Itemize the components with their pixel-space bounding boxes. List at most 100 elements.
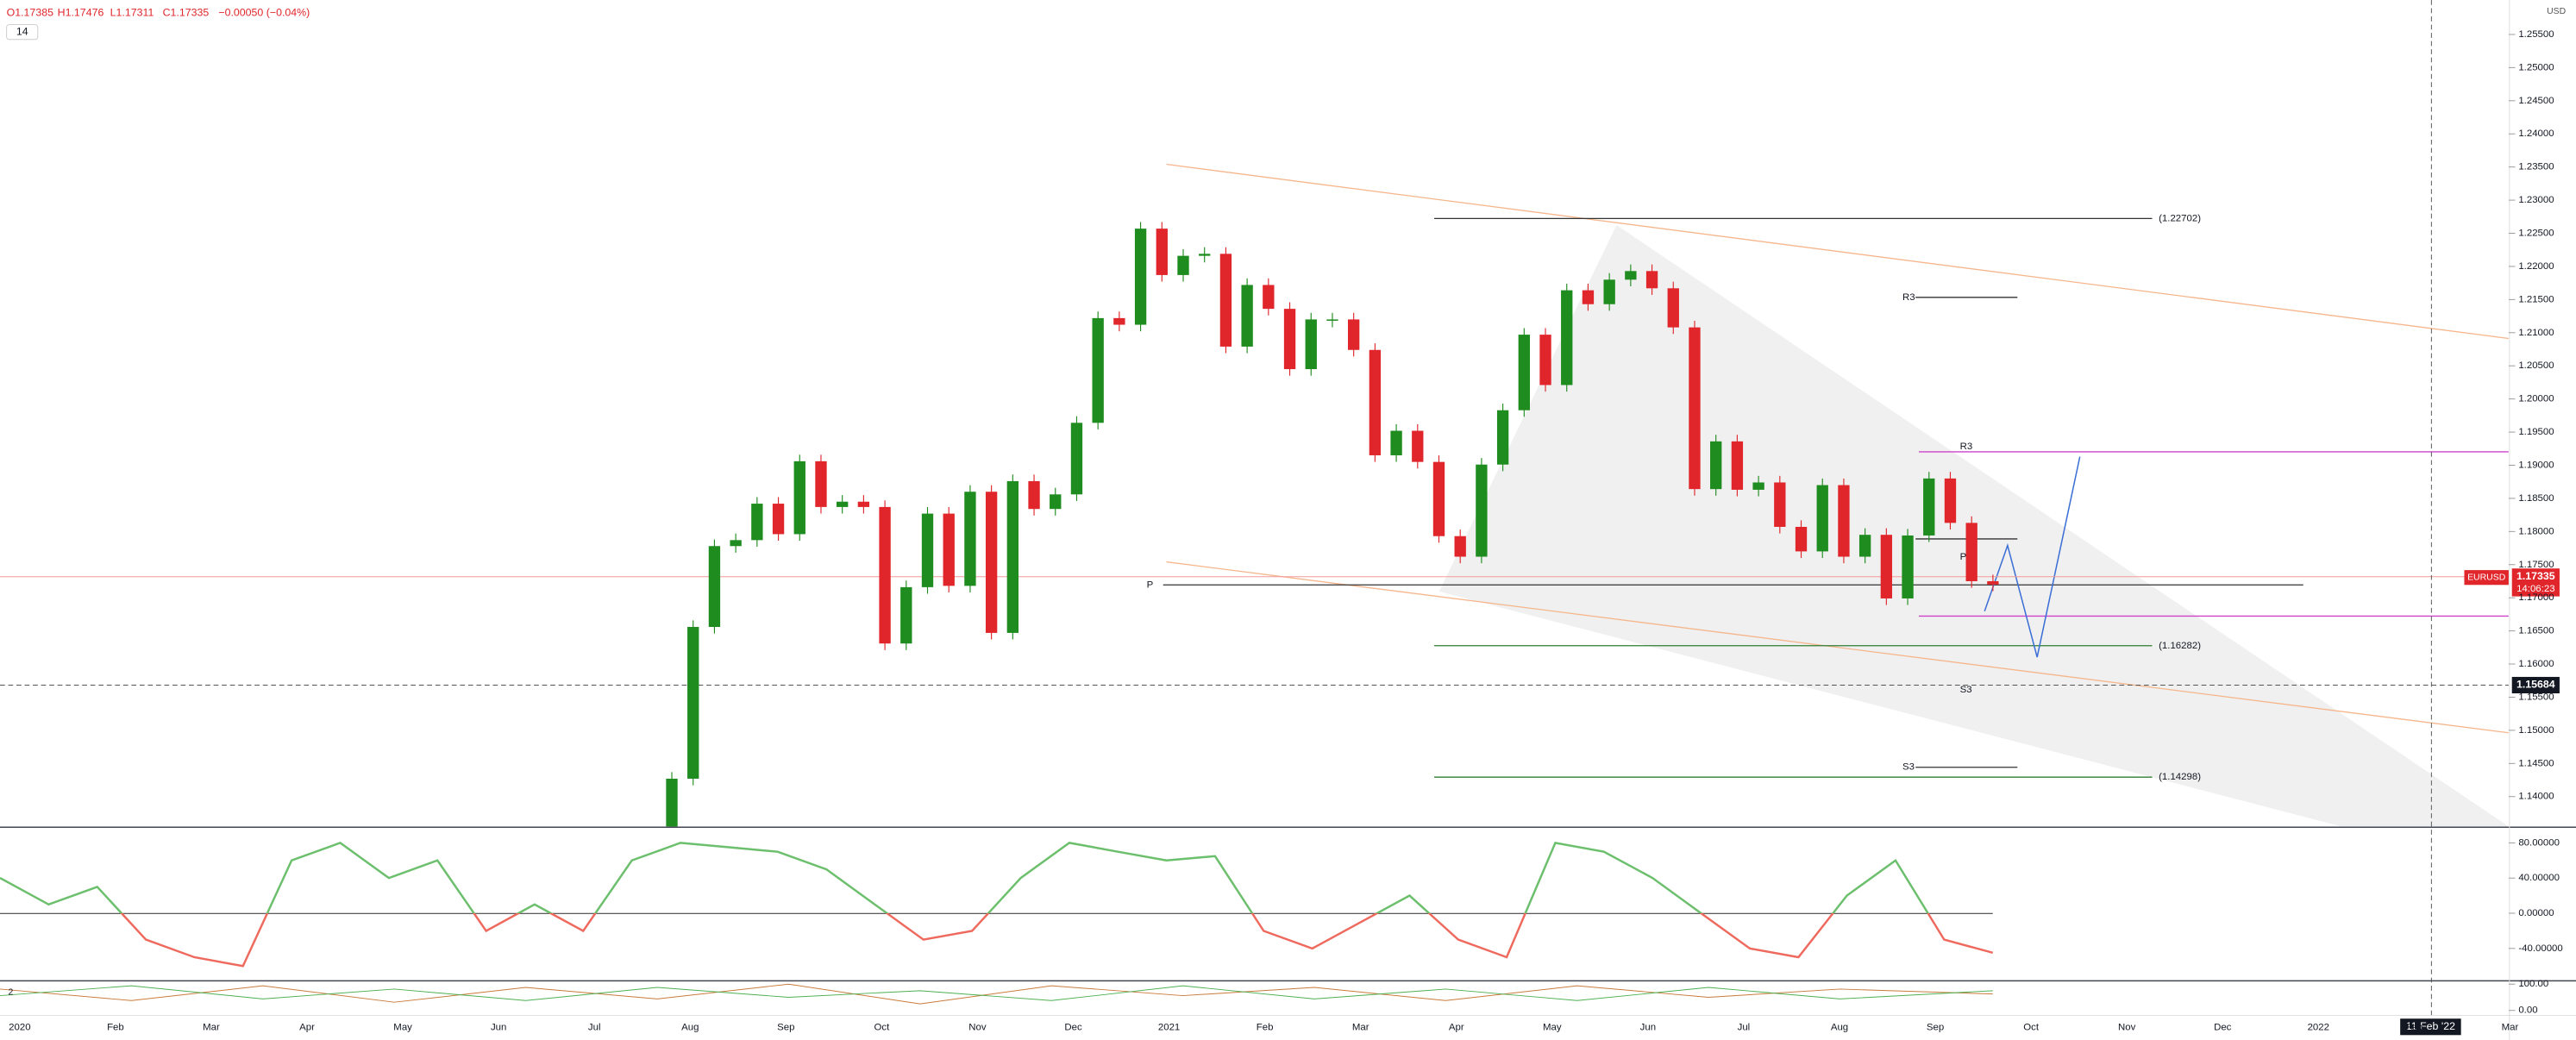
last-price-tag [2511, 568, 2560, 597]
candle [1199, 254, 1211, 256]
x-tick-label: Jun [1640, 1023, 1656, 1033]
candle [1241, 285, 1253, 347]
x-tick-label: Oct [2023, 1023, 2040, 1033]
drawing-label: S3 [1960, 685, 1972, 695]
y-tick-label: 1.24500 [2518, 96, 2554, 106]
x-tick-label: Jul [1738, 1023, 1751, 1033]
ohlc-open: O1.17385 [7, 7, 53, 19]
candle [1731, 441, 1744, 490]
y-tick-label: 100.00 [2518, 979, 2548, 989]
x-tick-label: 2022 [2308, 1023, 2329, 1033]
candle [1858, 535, 1871, 557]
drawing-label: S3 [1902, 762, 1915, 773]
candle [772, 504, 785, 535]
crosshair-date: 11 Feb '22 [2406, 1020, 2455, 1032]
drawing-label: R3 [1960, 442, 1973, 452]
candle [793, 460, 805, 535]
candle [1902, 535, 1914, 598]
candle [879, 506, 891, 644]
y-tick-label: 1.15500 [2518, 692, 2554, 702]
candle [1816, 485, 1828, 552]
crosshair-price-tag [2511, 676, 2560, 693]
x-tick-label: Mar [2502, 1023, 2519, 1033]
indicator-length[interactable]: 14 [16, 25, 28, 37]
y-tick-label: -40.00000 [2518, 943, 2562, 954]
candle [1432, 461, 1445, 536]
x-tick-label: Apr [299, 1023, 315, 1033]
crosshair-date-tag [2400, 1018, 2461, 1036]
y-tick-label: 1.19000 [2518, 460, 2554, 471]
candle [1454, 536, 1466, 557]
x-tick-label: Aug [681, 1023, 699, 1033]
candle [1561, 290, 1573, 385]
x-tick-label: Nov [968, 1023, 987, 1033]
x-tick-label: May [393, 1023, 412, 1033]
x-tick-label: Feb [2406, 1023, 2423, 1033]
y-tick-label: 1.22500 [2518, 229, 2554, 239]
y-tick-label: 1.23000 [2518, 195, 2554, 205]
ohlc-high: H1.17476 [58, 7, 104, 19]
y-tick-label: 1.21000 [2518, 328, 2554, 338]
candle [1326, 319, 1338, 321]
x-tick-label: Dec [2214, 1023, 2232, 1033]
candle [730, 540, 742, 547]
projection-path [1984, 456, 2081, 658]
candle [687, 627, 699, 779]
y-tick-label: 1.22000 [2518, 261, 2554, 272]
candle [1070, 423, 1083, 495]
candle [1795, 526, 1808, 552]
last-price: 1.17335 [2516, 570, 2555, 582]
y-tick-label: 1.16500 [2518, 626, 2554, 636]
y-tick-label: 1.23500 [2518, 162, 2554, 172]
drawing-label: (1.16282) [2159, 641, 2201, 651]
candle [1582, 290, 1595, 304]
candle [1838, 485, 1850, 557]
candle [1944, 478, 1957, 523]
stoch-line [0, 985, 1993, 1001]
candle [964, 492, 976, 586]
y-tick-label: 1.18000 [2518, 526, 2554, 536]
indicator-badge[interactable] [6, 24, 39, 41]
candle [1369, 349, 1382, 455]
x-tick-label: Dec [1064, 1023, 1082, 1033]
ohlc-low: L1.17311 [110, 7, 154, 19]
x-tick-label: Sep [1927, 1023, 1944, 1033]
symbol-label: EURUSD [2467, 573, 2506, 582]
drawing-label: P [1147, 580, 1154, 590]
x-tick-label: Oct [874, 1023, 891, 1033]
x-tick-label: Jul [588, 1023, 601, 1033]
candle [1880, 535, 1893, 598]
y-tick-label: 1.17500 [2518, 560, 2554, 570]
y-tick-label: 80.00000 [2518, 837, 2560, 848]
candle [1645, 271, 1658, 289]
candle [1774, 482, 1786, 527]
y-tick-label: 1.16000 [2518, 659, 2554, 669]
candle [815, 460, 827, 507]
candle [708, 546, 721, 628]
drawing-label: R3 [1902, 292, 1915, 303]
candle [1134, 229, 1147, 325]
candle [1710, 441, 1722, 490]
candle [1518, 335, 1530, 410]
x-tick-label: 2021 [1158, 1023, 1180, 1033]
oscillator-line [0, 841, 1994, 968]
candle [1113, 317, 1125, 325]
candle [1006, 480, 1019, 633]
y-tick-label: 1.20000 [2518, 394, 2554, 404]
drawing-label: P [1960, 552, 1967, 562]
candle [1496, 410, 1509, 465]
currency[interactable]: USD [2547, 7, 2567, 16]
crosshair-price: 1.15684 [2516, 679, 2555, 691]
candle [1965, 523, 1977, 581]
y-tick-label: 0.00 [2518, 1006, 2537, 1016]
candle [1752, 482, 1764, 490]
candle [1347, 319, 1360, 350]
y-tick-label: 1.19500 [2518, 427, 2554, 437]
x-tick-label: Sep [777, 1023, 794, 1033]
x-tick-label: 2020 [9, 1023, 30, 1033]
candle [1390, 430, 1402, 455]
drawing-label: (1.14298) [2159, 772, 2201, 782]
candle [1305, 319, 1317, 370]
